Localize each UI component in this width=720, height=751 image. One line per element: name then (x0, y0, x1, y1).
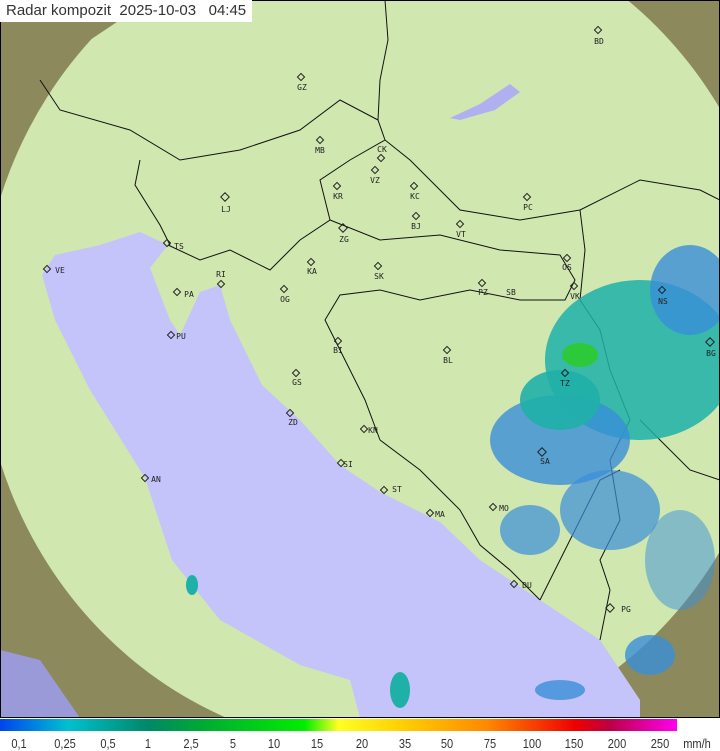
legend-label: 35 (398, 736, 412, 751)
legend-label: 250 (650, 736, 670, 751)
city-label: KA (307, 267, 317, 276)
legend-label: 75 (483, 736, 497, 751)
city-label: VE (55, 266, 65, 275)
radar-echoes (186, 245, 720, 708)
city-label: KC (410, 192, 420, 201)
terrain-nw (0, 0, 150, 90)
city-label: BG (706, 349, 716, 358)
city-label: GS (292, 378, 302, 387)
legend-label: 1 (144, 736, 152, 751)
city-label: KR (333, 192, 343, 201)
legend-label: 200 (607, 736, 627, 751)
city-label: GZ (297, 83, 307, 92)
terrain-ne (640, 0, 720, 60)
lake-balaton (450, 84, 520, 120)
city-label: BD (594, 37, 604, 46)
city-label: TS (174, 242, 184, 251)
city-label: AN (151, 475, 161, 484)
legend-unit: mm/h (683, 736, 711, 751)
city-label: DU (522, 581, 532, 590)
city-label: TZ (560, 379, 570, 388)
city-label: MA (435, 510, 445, 519)
city-label: PC (523, 203, 533, 212)
city-label: VT (456, 230, 466, 239)
city-label: ZD (288, 418, 298, 427)
legend-label: 150 (564, 736, 584, 751)
city-label: OG (280, 295, 290, 304)
city-label: SB (506, 288, 516, 297)
legend-label: 50 (440, 736, 454, 751)
city-label: VZ (370, 176, 380, 185)
city-label: SI (343, 460, 353, 469)
tyrrhenian-sea (0, 650, 80, 718)
city-label: ZG (339, 235, 349, 244)
precipitation-color-scale (0, 719, 677, 731)
city-label: MO (499, 504, 509, 513)
city-label: ST (392, 485, 402, 494)
city-label: BL (443, 356, 453, 365)
city-label: KN (368, 426, 378, 435)
city-label: PG (621, 605, 631, 614)
city-label: PZ (478, 288, 488, 297)
legend-label: 20 (355, 736, 369, 751)
city-label: NS (658, 297, 668, 306)
city-label: RI (216, 270, 226, 279)
city-label: VK (570, 292, 580, 301)
legend-label: 10 (267, 736, 281, 751)
radar-map (0, 0, 720, 718)
legend-label: 15 (310, 736, 324, 751)
city-label: CK (377, 145, 387, 154)
city-label: LJ (221, 205, 231, 214)
city-label: SA (540, 457, 550, 466)
legend-label: 0,25 (54, 736, 76, 751)
city-label: OS (562, 263, 572, 272)
city-label: BI (333, 346, 343, 355)
legend-label: 5 (229, 736, 237, 751)
city-label: BJ (411, 222, 421, 231)
city-label: PA (184, 290, 194, 299)
legend-label: 0,5 (100, 736, 116, 751)
city-label: MB (315, 146, 325, 155)
city-label: PU (176, 332, 186, 341)
city-label: SK (374, 272, 384, 281)
legend-label: 0,1 (11, 736, 27, 751)
adriatic-sea (42, 232, 640, 718)
legend-label: 100 (522, 736, 542, 751)
map-title: Radar kompozit 2025-10-03 04:45 (0, 0, 253, 22)
legend-label: 2,5 (183, 736, 199, 751)
